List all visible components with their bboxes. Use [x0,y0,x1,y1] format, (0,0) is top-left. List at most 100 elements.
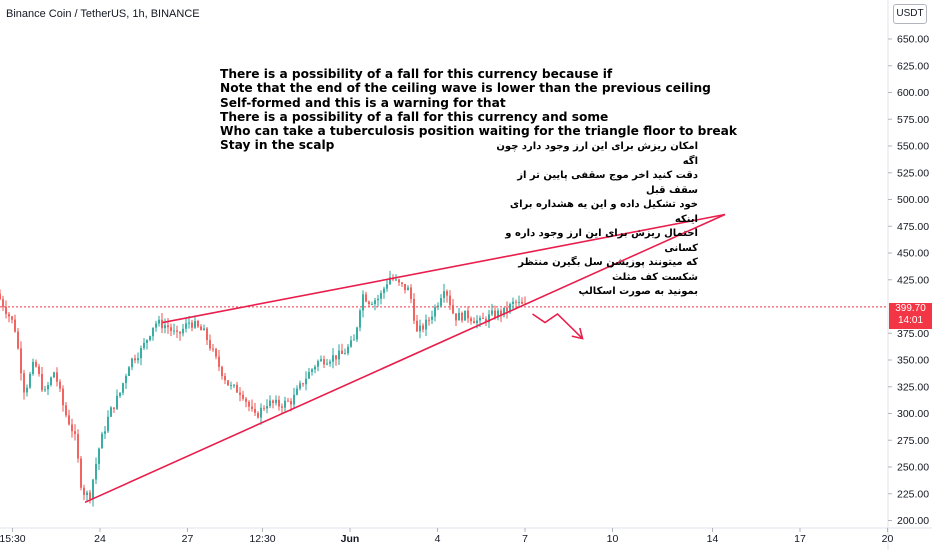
candle-body [281,406,283,408]
candle [134,354,136,364]
candle [356,326,358,342]
candle-body [443,291,445,299]
candle-body [71,424,73,432]
persian-note-line-4: احتمال ریزش برای این ارز وجود داره و کسا… [505,228,698,254]
candle-body [347,346,349,354]
candle [257,411,259,419]
candle [506,301,508,319]
candle-body [215,348,217,357]
candle [164,318,166,334]
candle-body [320,359,322,362]
candle-body [119,392,121,396]
candle [236,381,238,393]
candle-body [80,458,82,488]
candle [314,364,316,374]
triangle-ceiling-line[interactable] [162,213,726,324]
drawings[interactable] [84,213,726,504]
time-tick-label: 17 [794,533,806,545]
candle [62,385,64,412]
candle [491,303,493,317]
candle [278,395,280,411]
persian-note[interactable]: امکان ریزش برای این ارز وجود دارد چون اگ… [486,140,698,300]
candle [143,338,145,351]
candle [335,355,337,366]
candle-body [155,323,157,328]
candle-body [338,350,340,360]
candle-body [428,319,430,321]
candle-body [473,321,475,324]
english-note[interactable]: There is a possibility of a fall for thi… [220,67,737,153]
candle [401,281,403,287]
candle-body [149,336,151,340]
candle-body [8,314,10,317]
price-tick-label: 475.00 [897,221,929,233]
candle [29,371,31,389]
candle [86,490,88,503]
candle-body [512,301,514,305]
candle [173,323,175,335]
candle-body [89,492,91,500]
candle-body [356,327,358,340]
candle-body [323,359,325,365]
candle [182,323,184,337]
candle-body [410,287,412,300]
candle-body [491,310,493,315]
candle-body [341,350,343,354]
candle [191,319,193,332]
time-tick-label: 12:30 [249,533,275,545]
candle [152,327,154,341]
candle [47,382,49,396]
candle [368,300,370,307]
candle [473,317,475,324]
symbol-title[interactable]: Binance Coin / TetherUS, 1h, BINANCE [6,8,200,20]
candle [353,334,355,341]
candle [224,372,226,385]
candle [149,335,151,342]
candle [104,425,106,439]
candle [2,295,4,311]
candle [44,385,46,393]
candle-body [110,407,112,417]
candle [11,315,13,324]
candle [83,484,85,501]
candle [422,323,424,333]
candle-body [440,298,442,306]
candle-body [251,406,253,409]
candle [329,359,331,367]
triangle-floor-line[interactable] [84,213,726,504]
candle [308,367,310,380]
candle-body [482,317,484,319]
currency-badge[interactable]: USDT [893,4,927,24]
candle [41,367,43,393]
candle-body [245,398,247,402]
price-tick-label: 350.00 [897,355,929,367]
projected-drop-path[interactable] [532,312,584,340]
candle [263,405,265,411]
candle-body [113,407,115,409]
candle-body [488,314,490,323]
candle-body [437,305,439,308]
time-axis[interactable]: 15:30 24 27 12:30 Jun 4 7 10 14 17 20 [0,527,932,545]
candle-body [332,355,334,362]
candle [455,313,457,327]
candle-body [182,328,184,334]
candle-body [389,277,391,285]
time-tick-label: 24 [94,533,106,545]
candle-body [86,492,88,495]
candle-body [140,348,142,359]
price-axis[interactable]: 650.00 625.00 600.00 575.00 550.00 525.00 500.… [887,0,929,550]
candle-body [506,307,508,312]
candle-body [50,377,52,386]
candle [521,297,523,305]
candle [77,429,79,463]
candle-body [260,407,262,418]
candle [239,387,241,402]
candle [299,380,301,391]
candle [110,406,112,418]
candle-body [254,408,256,413]
candle [440,294,442,308]
candle-body [359,310,361,328]
candle [215,347,217,360]
candle [281,403,283,414]
